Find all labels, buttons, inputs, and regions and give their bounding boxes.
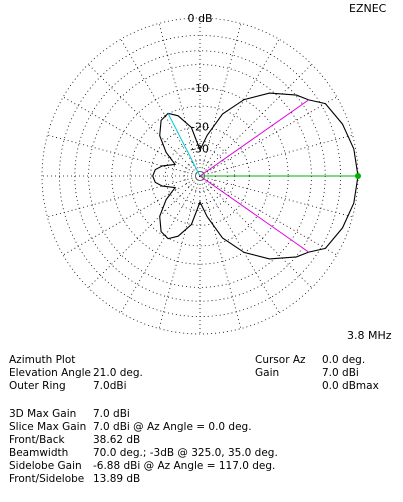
cursor-az-label: Cursor Az <box>255 354 306 366</box>
polar-chart: 0 dB-10-20-30 <box>41 12 361 335</box>
grid-spoke <box>158 175 201 329</box>
cursor-marker <box>355 173 361 179</box>
grid-spoke <box>199 175 312 288</box>
grid-spoke <box>120 175 201 314</box>
outer-ring-label: Outer Ring <box>9 380 66 392</box>
beamwidth-label: Beamwidth <box>9 447 69 459</box>
grid-spoke <box>62 175 201 256</box>
grid-spoke <box>47 175 201 218</box>
azimuth-plot-area: 0 dB -10 -20 -30 <box>41 12 361 335</box>
elevation-angle-value: 21.0 deg. <box>93 367 143 379</box>
ring-label: 0 dB <box>187 12 212 25</box>
grid-spoke <box>199 134 353 177</box>
beamwidth-line <box>199 99 309 177</box>
grid-spoke <box>199 96 338 177</box>
3d-max-gain-value: 7.0 dBi <box>93 408 130 420</box>
gain-label: Gain <box>255 367 280 379</box>
front-back-label: Front/Back <box>9 434 65 446</box>
front-sidelobe-label: Front/Sidelobe <box>9 473 85 485</box>
ring-label: -10 <box>191 82 209 95</box>
sidelobe-gain-label: Sidelobe Gain <box>9 460 82 472</box>
elevation-angle-label: Elevation Angle <box>9 367 91 379</box>
gain-dbmax-value: 0.0 dBmax <box>322 380 379 392</box>
beamwidth-line <box>199 175 309 253</box>
cursor-az-value: 0.0 deg. <box>322 354 366 366</box>
front-back-value: 38.62 dB <box>93 434 141 446</box>
front-sidelobe-value: 13.89 dB <box>93 473 141 485</box>
grid-spoke <box>47 134 201 177</box>
outer-ring-value: 7.0dBi <box>93 380 127 392</box>
beamwidth-value: 70.0 deg.; -3dB @ 325.0, 35.0 deg. <box>93 447 278 459</box>
plot-type-label: Azimuth Plot <box>9 354 76 366</box>
3d-max-gain-label: 3D Max Gain <box>9 408 77 420</box>
grid-spoke <box>199 175 353 218</box>
frequency-label: 3.8 MHz <box>347 329 392 342</box>
pattern-curve <box>152 92 359 260</box>
grid-spoke <box>199 64 312 177</box>
sidelobe-line <box>167 113 201 177</box>
grid-spoke <box>199 38 280 177</box>
slice-max-gain-value: 7.0 dBi @ Az Angle = 0.0 deg. <box>93 421 252 433</box>
app-label: EZNEC <box>349 2 387 15</box>
slice-max-gain-label: Slice Max Gain <box>9 421 87 433</box>
gain-value: 7.0 dBi <box>322 367 359 379</box>
grid-spoke <box>199 175 242 329</box>
sidelobe-gain-value: -6.88 dBi @ Az Angle = 117.0 deg. <box>93 460 276 472</box>
ring-label: -20 <box>191 121 209 134</box>
